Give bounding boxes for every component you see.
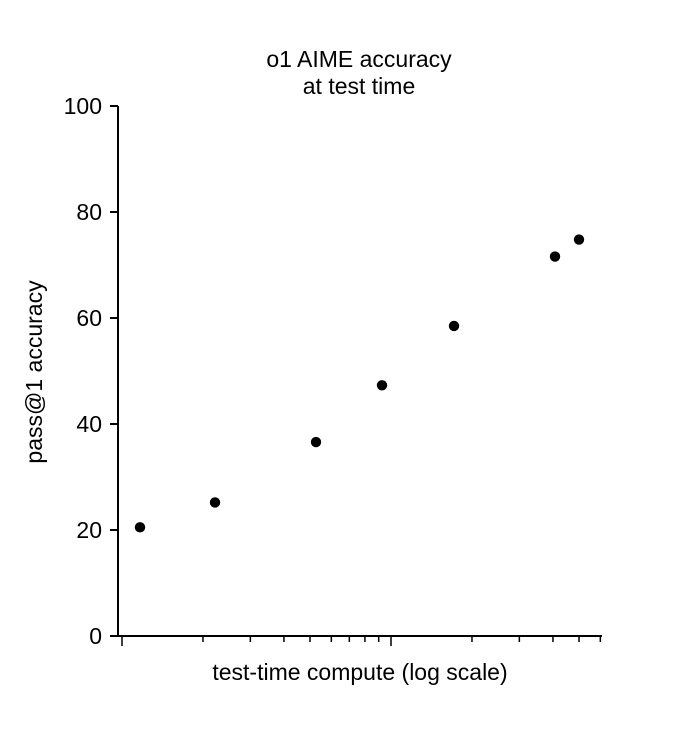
- y-axis-ticks: 0 20 40 60 80 100: [64, 93, 118, 649]
- data-point: [376, 380, 388, 391]
- chart-title: o1 AIME accuracy at test time: [266, 46, 452, 99]
- y-tick-label: 20: [76, 517, 102, 543]
- data-points: [134, 234, 585, 533]
- x-axis-label: test-time compute (log scale): [212, 659, 507, 685]
- data-point: [549, 251, 561, 262]
- chart-title-line-2: at test time: [303, 73, 415, 99]
- data-point: [209, 497, 221, 508]
- data-point: [310, 436, 322, 448]
- y-tick-label: 40: [76, 411, 102, 437]
- data-point: [448, 320, 460, 332]
- y-tick-label: 60: [76, 305, 102, 331]
- y-tick-label: 0: [89, 623, 102, 649]
- y-tick-label: 80: [76, 199, 102, 225]
- y-tick-label: 100: [64, 93, 102, 119]
- y-axis-label: pass@1 accuracy: [21, 280, 47, 464]
- x-axis-minor-ticks: [121, 636, 602, 646]
- chart-title-line-1: o1 AIME accuracy: [266, 46, 452, 72]
- data-point: [573, 234, 585, 245]
- data-point: [134, 522, 146, 533]
